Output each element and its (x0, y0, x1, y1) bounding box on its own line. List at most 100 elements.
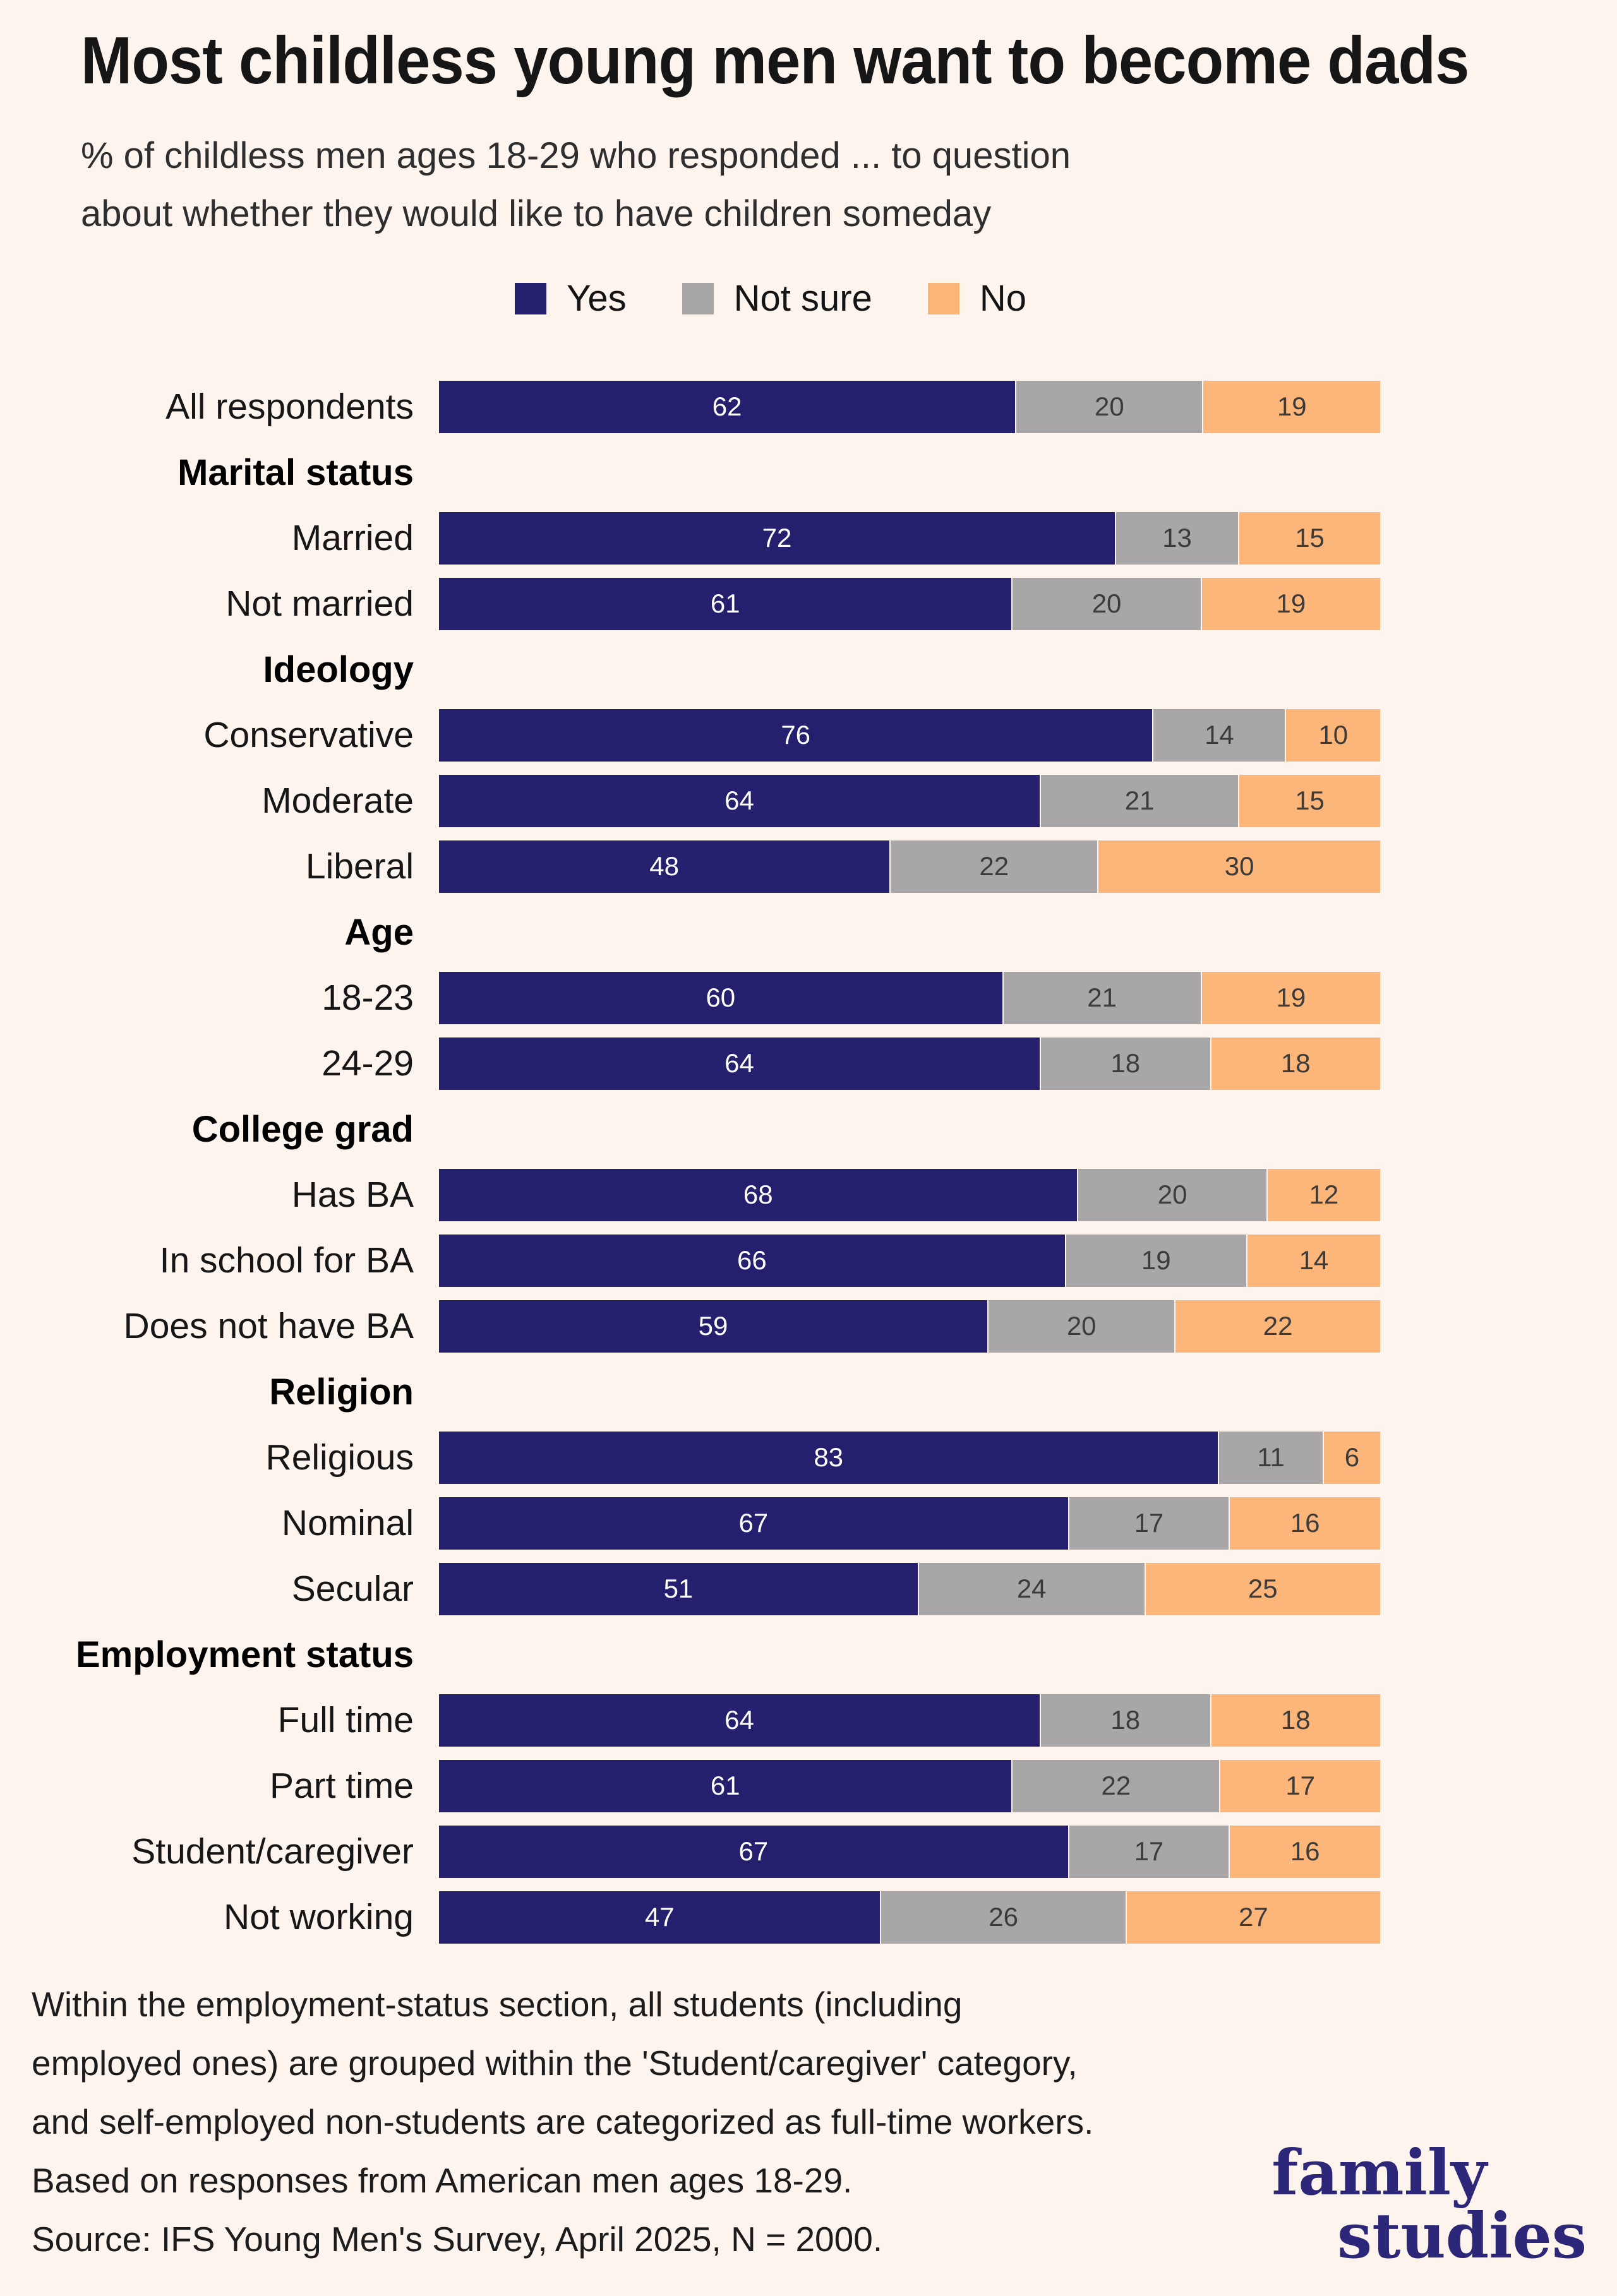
bar-row: Nominal 67 17 16 (0, 1490, 1617, 1556)
bar-segment-not-sure: 17 (1067, 1497, 1229, 1550)
logo-word-studies: studies (1337, 2200, 1587, 2273)
segment-value: 20 (1091, 589, 1122, 618)
segment-value: 64 (724, 786, 754, 815)
segment-value: 14 (1205, 720, 1234, 750)
section-header-row: Age (0, 899, 1617, 965)
legend-item-yes: Yes (515, 277, 627, 320)
segment-value: 17 (1134, 1836, 1164, 1866)
bar-segment-yes: 61 (439, 1759, 1012, 1812)
section-header-label: Employment status (76, 1634, 414, 1675)
segment-value: 61 (710, 589, 740, 618)
legend-item-no: No (927, 277, 1026, 320)
section-header-label: Age (344, 911, 414, 953)
bar-segment-yes: 64 (439, 774, 1040, 827)
stacked-bar: 83 11 6 (439, 1431, 1380, 1484)
bar-row: Not working 47 26 27 (0, 1884, 1617, 1950)
page-title: Most childless young men want to become … (81, 23, 1469, 98)
bar-row: Not married 61 20 19 (0, 571, 1617, 637)
category-label: Part time (269, 1766, 414, 1806)
segment-value: 18 (1110, 1048, 1141, 1078)
bar-row: Religious 83 11 6 (0, 1425, 1617, 1490)
bar-segment-yes: 72 (439, 511, 1115, 565)
bar-segment-not-sure: 11 (1218, 1431, 1323, 1484)
segment-value: 6 (1344, 1442, 1360, 1472)
bar-segment-not-sure: 18 (1040, 1037, 1210, 1090)
footnote: Within the employment-status section, al… (32, 1975, 1617, 2269)
category-label: Student/caregiver (131, 1831, 414, 1872)
category-label: Does not have BA (123, 1306, 414, 1346)
bar-segment-not-sure: 18 (1040, 1694, 1210, 1747)
segment-value: 17 (1285, 1771, 1316, 1800)
legend-label-yes: Yes (567, 278, 627, 319)
bar-segment-no: 16 (1229, 1825, 1381, 1878)
stacked-bar-chart: All respondents 62 20 19 Marital status Marri… (0, 374, 1617, 1950)
subtitle-line-1: % of childless men ages 18-29 who respon… (81, 135, 1071, 176)
segment-value: 10 (1318, 720, 1349, 750)
bar-row: Student/caregiver 67 17 16 (0, 1819, 1617, 1884)
segment-value: 24 (1016, 1574, 1047, 1603)
category-label: Liberal (305, 846, 414, 887)
bar-row: Secular 51 24 25 (0, 1556, 1617, 1622)
section-header-row: Employment status (0, 1622, 1617, 1687)
bar-segment-no: 27 (1125, 1891, 1380, 1944)
segment-value: 15 (1295, 786, 1325, 815)
bar-segment-not-sure: 20 (1015, 380, 1203, 433)
bar-segment-not-sure: 17 (1067, 1825, 1229, 1878)
segment-value: 11 (1257, 1442, 1285, 1472)
bar-segment-not-sure: 21 (1002, 971, 1201, 1024)
category-label: All respondents (165, 386, 414, 427)
segment-value: 59 (698, 1311, 728, 1341)
category-label: Moderate (261, 780, 414, 821)
stacked-bar: 66 19 14 (439, 1234, 1380, 1287)
bar-segment-no: 18 (1210, 1694, 1381, 1747)
segment-value: 64 (724, 1048, 754, 1078)
segment-value: 67 (738, 1836, 769, 1866)
bar-segment-yes: 59 (439, 1300, 988, 1353)
section-header-row: Marital status (0, 439, 1617, 505)
stacked-bar: 61 20 19 (439, 577, 1380, 630)
stacked-bar: 64 18 18 (439, 1694, 1381, 1747)
bar-segment-no: 10 (1285, 709, 1380, 762)
segment-value: 27 (1239, 1902, 1268, 1932)
bar-segment-no: 25 (1144, 1562, 1380, 1615)
stacked-bar: 59 20 22 (439, 1300, 1380, 1353)
bar-row: Has BA 68 20 12 (0, 1162, 1617, 1228)
bar-segment-not-sure: 20 (987, 1300, 1175, 1353)
section-header-label: Ideology (263, 649, 414, 690)
segment-value: 83 (814, 1442, 844, 1472)
bar-row: Full time 64 18 18 (0, 1687, 1617, 1753)
segment-value: 16 (1290, 1836, 1320, 1866)
bar-segment-no: 17 (1219, 1759, 1380, 1812)
bar-segment-yes: 62 (439, 380, 1016, 433)
bar-segment-no: 14 (1246, 1234, 1380, 1287)
segment-value: 20 (1066, 1311, 1097, 1341)
bar-segment-not-sure: 20 (1011, 577, 1201, 630)
segment-value: 22 (1101, 1771, 1131, 1800)
legend-label-not-sure: Not sure (733, 278, 872, 319)
bar-segment-not-sure: 26 (880, 1891, 1126, 1944)
footnote-line-1: Within the employment-status section, al… (32, 1985, 963, 2024)
bar-segment-yes: 51 (439, 1562, 918, 1615)
category-label: Not working (224, 1897, 414, 1937)
segment-value: 68 (743, 1180, 773, 1209)
segment-value: 51 (663, 1574, 694, 1603)
stacked-bar: 51 24 25 (439, 1562, 1380, 1615)
stacked-bar: 67 17 16 (439, 1497, 1381, 1550)
bar-segment-yes: 76 (439, 709, 1153, 762)
segment-value: 67 (738, 1508, 769, 1538)
segment-value: 72 (762, 523, 792, 553)
stacked-bar: 72 13 15 (439, 511, 1381, 565)
bar-segment-no: 19 (1202, 380, 1380, 433)
logo-word-family: family (1271, 2137, 1487, 2209)
bar-row: 18-23 60 21 19 (0, 965, 1617, 1031)
category-label: Has BA (291, 1175, 414, 1215)
legend-item-not-sure: Not sure (682, 277, 872, 320)
segment-value: 21 (1087, 983, 1117, 1012)
segment-value: 14 (1299, 1245, 1329, 1275)
bar-segment-not-sure: 20 (1077, 1168, 1266, 1221)
stacked-bar: 60 21 19 (439, 971, 1380, 1024)
footnote-line-3: and self-employed non-students are categ… (32, 2102, 1094, 2141)
bar-segment-yes: 64 (439, 1037, 1040, 1090)
segment-value: 19 (1141, 1245, 1171, 1275)
bar-segment-yes: 68 (439, 1168, 1078, 1221)
